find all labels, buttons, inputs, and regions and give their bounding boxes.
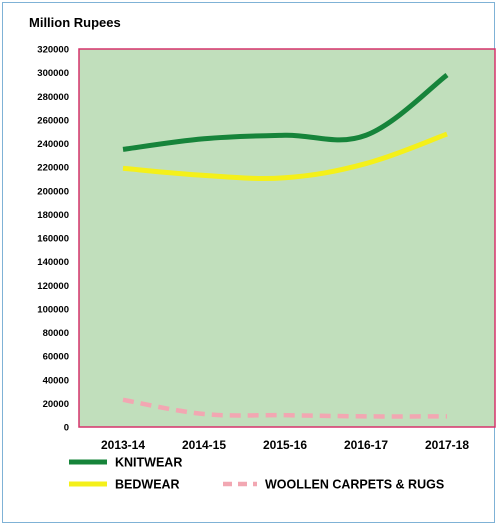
x-axis: 2013-14 2014-15 2015-16 2016-17 2017-18 [101,438,469,452]
y-tick-label: 240000 [37,139,69,150]
y-tick-label: 140000 [37,257,69,268]
y-tick-label: 180000 [37,210,69,221]
x-tick-label: 2014-15 [182,438,226,452]
series-line-bedwear [122,131,448,182]
y-tick-label: 80000 [43,328,69,339]
y-tick-label: 220000 [37,163,69,174]
chart-frame: Million Rupees 0 20000 40000 60000 80000 1000… [2,2,496,523]
y-tick-label: 20000 [43,399,69,410]
series-line-woollen-carpets-rugs [122,397,448,419]
x-tick-label: 2013-14 [101,438,145,452]
y-tick-label: 280000 [37,92,69,103]
y-tick-label: 120000 [37,281,69,292]
legend-label-woollen-carpets-rugs: WOOLLEN CARPETS & RUGS [265,478,444,492]
y-tick-label: 160000 [37,234,69,245]
y-tick-label: 0 [64,423,69,434]
legend: KNITWEAR BEDWEAR WOOLLEN CARPETS & RUGS [69,456,444,492]
y-tick-label: 100000 [37,304,69,315]
y-tick-label: 320000 [37,45,69,56]
y-tick-label: 40000 [43,375,69,386]
y-tick-label: 260000 [37,115,69,126]
x-tick-label: 2017-18 [425,438,469,452]
plot-area [78,48,496,428]
series-lines [122,72,449,419]
series-line-knitwear [122,72,449,152]
y-tick-label: 200000 [37,186,69,197]
legend-label-bedwear: BEDWEAR [115,478,180,492]
x-tick-label: 2015-16 [263,438,307,452]
y-tick-label: 60000 [43,352,69,363]
y-tick-label: 300000 [37,68,69,79]
legend-label-knitwear: KNITWEAR [115,456,182,470]
x-tick-label: 2016-17 [344,438,388,452]
y-axis: 0 20000 40000 60000 80000 100000 120000 140000 1… [37,45,69,434]
line-chart: Million Rupees 0 20000 40000 60000 80000 1000… [29,15,496,492]
unit-label: Million Rupees [29,15,121,30]
